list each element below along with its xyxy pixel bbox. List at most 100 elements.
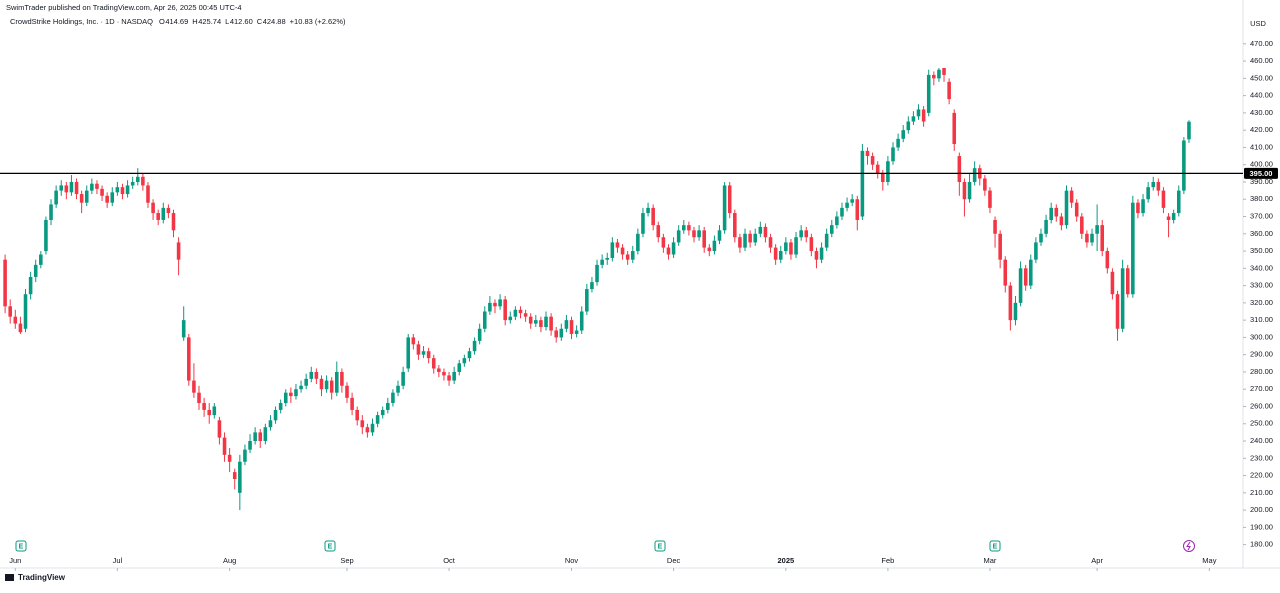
candle-body — [1080, 216, 1084, 234]
candle-body — [539, 320, 543, 328]
candle-body — [1115, 294, 1120, 329]
candle-body — [712, 240, 717, 252]
candle-body — [23, 294, 28, 329]
legend-value: 425.74 — [198, 17, 221, 26]
candle-body — [156, 213, 160, 220]
candle-body — [437, 368, 441, 372]
candle-body — [406, 337, 411, 369]
candle-body — [564, 320, 569, 329]
candle-body — [896, 138, 900, 148]
brand-logo — [5, 574, 14, 581]
candle-body — [350, 397, 354, 410]
candle-body — [595, 264, 599, 283]
x-tick-label: Aug — [223, 556, 236, 565]
candle-body — [370, 423, 375, 433]
candle-body — [309, 371, 314, 379]
candle-body — [488, 302, 492, 312]
y-tick-label: 430.00 — [1250, 108, 1273, 117]
candle-body — [845, 202, 849, 208]
y-tick-label: 450.00 — [1250, 73, 1273, 82]
x-tick-label: Oct — [443, 556, 456, 565]
symbol-name: CrowdStrike Holdings, Inc. · 1D · NASDAQ — [10, 17, 153, 26]
candle-body — [416, 344, 421, 355]
candle-body — [202, 403, 206, 410]
candle-body — [692, 230, 696, 238]
x-tick-label: 2025 — [777, 556, 794, 565]
candle-body — [171, 213, 176, 231]
y-tick-label: 210.00 — [1250, 488, 1273, 497]
x-tick-label: Apr — [1091, 556, 1103, 565]
candle-body — [161, 207, 166, 220]
candle-body — [263, 427, 268, 442]
candle-body — [682, 225, 686, 231]
candle-body — [998, 233, 1002, 260]
y-tick-label: 410.00 — [1250, 142, 1273, 151]
candle-body — [176, 242, 181, 260]
candle-body — [146, 185, 150, 203]
candle-body — [49, 204, 53, 220]
candle-body — [8, 306, 12, 317]
y-tick-label: 270.00 — [1250, 384, 1273, 393]
candle-body — [365, 427, 370, 433]
candle-body — [33, 264, 38, 277]
legend-value: 414.69 — [165, 17, 188, 26]
candle-body — [697, 230, 701, 238]
candle-body — [850, 199, 854, 203]
candle-body — [1018, 268, 1023, 303]
y-tick-label: 260.00 — [1250, 401, 1273, 410]
candle-body — [605, 257, 610, 260]
candle-body — [283, 392, 288, 404]
candle-body — [1034, 242, 1038, 260]
candle-body — [28, 276, 33, 295]
candle-body — [411, 337, 416, 345]
candle-body — [1023, 268, 1028, 286]
candle-body — [59, 185, 64, 191]
candle-body — [748, 233, 752, 243]
candle-body — [610, 242, 615, 258]
earnings-upcoming-icon[interactable] — [1183, 540, 1195, 552]
candle-body — [340, 371, 344, 386]
event-marker: E — [989, 540, 1001, 552]
candle-body — [569, 320, 574, 334]
candle-body — [100, 188, 104, 196]
candle-body — [467, 351, 472, 359]
candle-body — [238, 461, 242, 493]
candle-body — [906, 121, 911, 131]
candle-body — [916, 109, 921, 117]
candle-body — [758, 226, 763, 234]
candle-body — [855, 199, 860, 220]
level-badge — [1244, 167, 1278, 179]
candle-body — [125, 185, 130, 195]
candle-body — [44, 219, 48, 252]
candle-body — [1125, 268, 1130, 295]
y-tick-label: 230.00 — [1250, 453, 1273, 462]
candle-body — [197, 392, 201, 404]
candle-body — [1187, 121, 1191, 140]
candle-body — [13, 316, 18, 324]
candle-body — [1039, 233, 1043, 243]
candle-body — [90, 183, 94, 191]
candle-body — [431, 358, 436, 369]
candle-body — [972, 168, 977, 182]
candle-body — [1120, 268, 1125, 329]
candle-body — [120, 187, 125, 195]
candle-body — [207, 409, 212, 416]
candle-body — [498, 299, 502, 307]
y-tick-label: 350.00 — [1250, 246, 1273, 255]
candle-body — [518, 309, 523, 314]
candle-body — [579, 311, 584, 331]
candle-body — [625, 254, 630, 260]
candle-body — [181, 320, 186, 338]
candle-body — [753, 233, 758, 243]
candle-body — [426, 351, 431, 359]
event-label: E — [19, 543, 24, 550]
y-tick-label: 310.00 — [1250, 315, 1273, 324]
candle-body — [1054, 207, 1059, 217]
candle-body — [870, 156, 875, 165]
candle-body — [656, 225, 661, 238]
candle-body — [988, 190, 992, 208]
candle-body — [1074, 202, 1079, 217]
candle-body — [1110, 271, 1115, 295]
candle-body — [784, 242, 788, 252]
